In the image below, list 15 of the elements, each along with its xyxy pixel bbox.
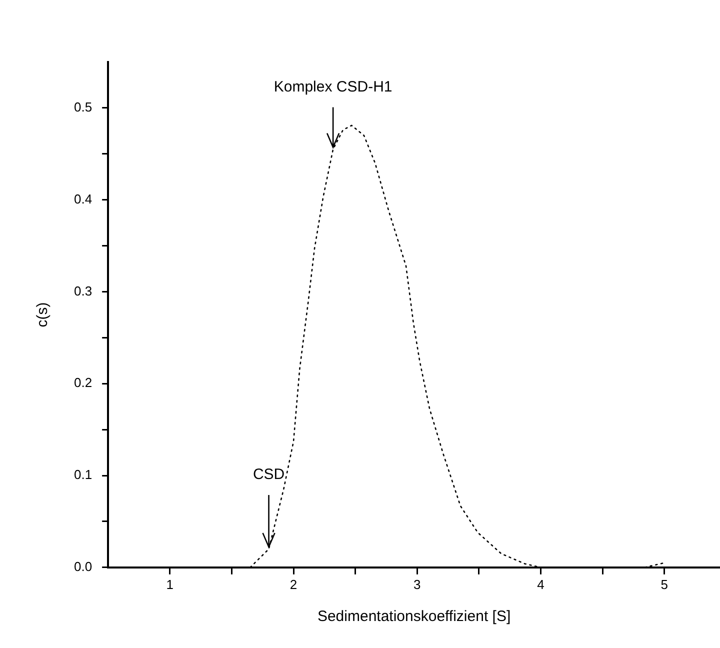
- x-tick-label: 1: [166, 576, 174, 592]
- y-tick-label: 0.5: [74, 100, 92, 115]
- annotation: CSD: [252, 466, 285, 484]
- annotation: Komplex CSD-H1: [274, 78, 392, 96]
- x-tick-label: 3: [414, 576, 421, 592]
- y-tick-label: 0.3: [74, 283, 92, 298]
- x-tick-label: 5: [660, 576, 668, 592]
- x-tick-label: 4: [537, 576, 544, 592]
- y-tick-label: 0.4: [74, 191, 92, 206]
- y-tick-label: 0.0: [74, 558, 92, 574]
- x-tick-label: 2: [290, 576, 298, 592]
- x-axis-title: Sedimentationskoeffizient [S]: [317, 608, 511, 626]
- y-axis-title: c(s): [34, 302, 52, 328]
- y-tick-label: 0.2: [74, 375, 92, 390]
- y-tick-label: 0.1: [74, 467, 92, 482]
